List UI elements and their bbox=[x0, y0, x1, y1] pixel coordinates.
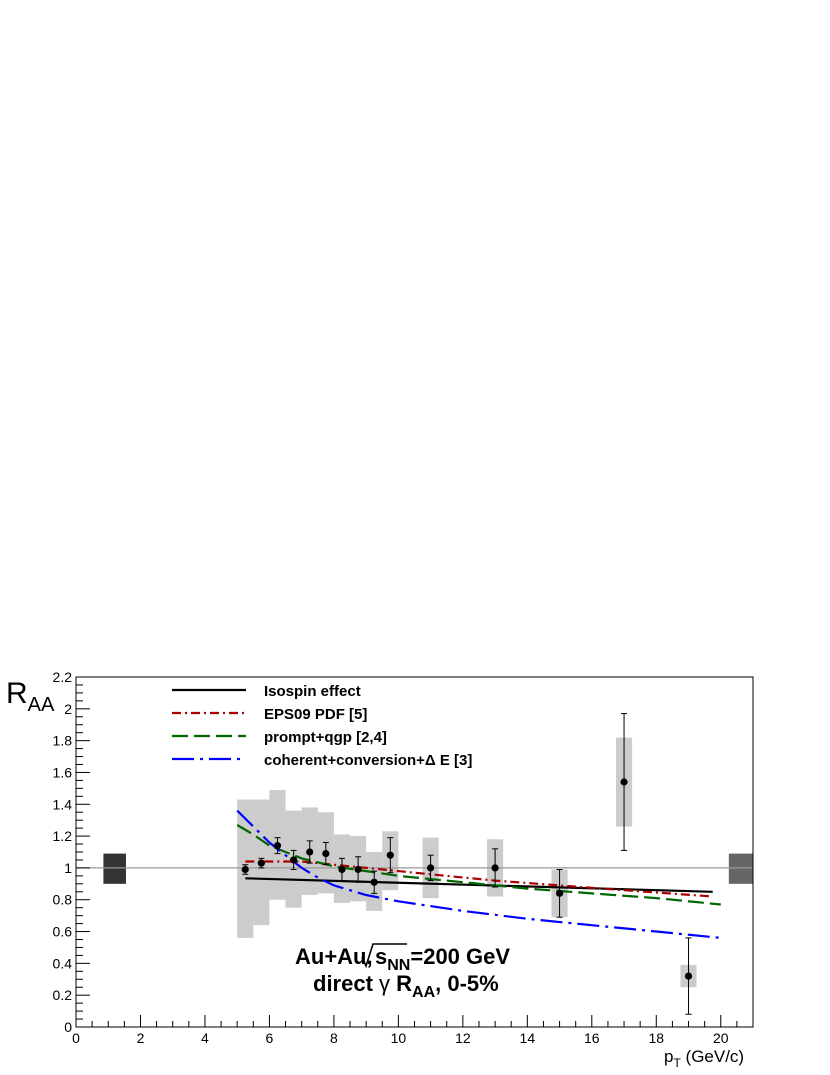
data-point-4 bbox=[306, 848, 314, 856]
data-point-1 bbox=[257, 859, 265, 867]
plot-annotation: Au+Au, sNN=200 GeV direct γ RAA, 0-5% bbox=[295, 943, 510, 1001]
data-point-8 bbox=[370, 878, 378, 886]
x-tick-label-10: 20 bbox=[713, 1030, 729, 1046]
norm-box-0 bbox=[103, 853, 126, 884]
x-axis-title-main: p bbox=[664, 1047, 673, 1066]
y-axis-title-main: R bbox=[6, 677, 28, 710]
y-tick-label-5: 1 bbox=[64, 860, 72, 876]
annotation-line1-energy: sNN=200 GeV bbox=[375, 944, 510, 974]
data-point-14 bbox=[684, 972, 693, 980]
legend-label-1: EPS09 PDF [5] bbox=[264, 706, 367, 723]
data-point-6 bbox=[338, 865, 346, 874]
axes: 0 2 4 6 8 10 12 14 16 18 20 0 0.2 0.4 0.6 0.8 1 1.2 1.4 1.6… bbox=[53, 669, 754, 1046]
y-tick-label-11: 2.2 bbox=[53, 669, 73, 685]
data-point-5 bbox=[322, 849, 330, 858]
x-tick-label-3: 6 bbox=[266, 1030, 274, 1046]
data-point-10 bbox=[427, 864, 435, 872]
svg-text:RAA: RAA bbox=[6, 677, 55, 716]
y-tick-label-1: 0.2 bbox=[53, 987, 73, 1003]
sqrt-sign-icon bbox=[361, 943, 407, 969]
data-point-0 bbox=[241, 865, 249, 874]
x-tick-label-8: 16 bbox=[584, 1030, 600, 1046]
legend-label-3: coherent+conversion+Δ E [3] bbox=[264, 752, 472, 769]
y-axis-title-sub: AA bbox=[28, 694, 55, 716]
data-point-9 bbox=[386, 851, 394, 859]
data-point-12 bbox=[555, 889, 564, 897]
legend-label-2: prompt+qgp [2,4] bbox=[264, 729, 387, 746]
data-points bbox=[241, 713, 693, 1015]
annotation-line2: direct γ RAA, 0-5% bbox=[313, 971, 499, 1001]
y-tick-label-0: 0 bbox=[64, 1019, 72, 1035]
x-tick-label-2: 4 bbox=[201, 1030, 209, 1046]
x-tick-label-4: 8 bbox=[330, 1030, 338, 1046]
y-tick-label-4: 0.8 bbox=[53, 892, 73, 908]
y-tick-label-9: 1.8 bbox=[53, 733, 73, 749]
x-tick-label-9: 18 bbox=[648, 1030, 664, 1046]
normalization-boxes bbox=[103, 853, 753, 884]
y-tick-label-6: 1.2 bbox=[53, 828, 73, 844]
x-axis-title-unit: (GeV/c) bbox=[681, 1047, 744, 1066]
x-tick-label-1: 2 bbox=[137, 1030, 145, 1046]
series-line-1 bbox=[245, 860, 713, 898]
y-axis-title: RAA bbox=[6, 677, 55, 716]
x-axis-title: pT (GeV/c) bbox=[664, 1047, 744, 1070]
y-tick-label-3: 0.6 bbox=[53, 924, 73, 940]
x-tick-label-5: 10 bbox=[391, 1030, 407, 1046]
x-axis-title-sub: T bbox=[673, 1056, 681, 1070]
data-point-11 bbox=[491, 864, 499, 872]
plot-frame bbox=[75, 676, 754, 1028]
svg-text:pT (GeV/c): pT (GeV/c) bbox=[664, 1047, 744, 1070]
y-tick-label-2: 0.4 bbox=[53, 955, 73, 971]
series-line-2 bbox=[236, 824, 721, 906]
annotation-line1: Au+Au, bbox=[295, 944, 373, 969]
data-point-7 bbox=[354, 865, 362, 874]
data-point-2 bbox=[273, 842, 282, 850]
data-point-13 bbox=[620, 778, 628, 786]
norm-box-1 bbox=[728, 853, 753, 884]
x-tick-label-7: 14 bbox=[520, 1030, 536, 1046]
y-tick-label-10: 2 bbox=[64, 701, 72, 717]
y-tick-label-7: 1.4 bbox=[53, 796, 73, 812]
y-tick-label-8: 1.6 bbox=[53, 764, 73, 780]
legend-label-0: Isospin effect bbox=[264, 683, 361, 700]
data-point-3 bbox=[290, 856, 298, 864]
x-tick-label-0: 0 bbox=[72, 1030, 80, 1046]
x-tick-label-6: 12 bbox=[455, 1030, 471, 1046]
legend: Isospin effect EPS09 PDF [5] prompt+qgp [2… bbox=[172, 683, 472, 769]
